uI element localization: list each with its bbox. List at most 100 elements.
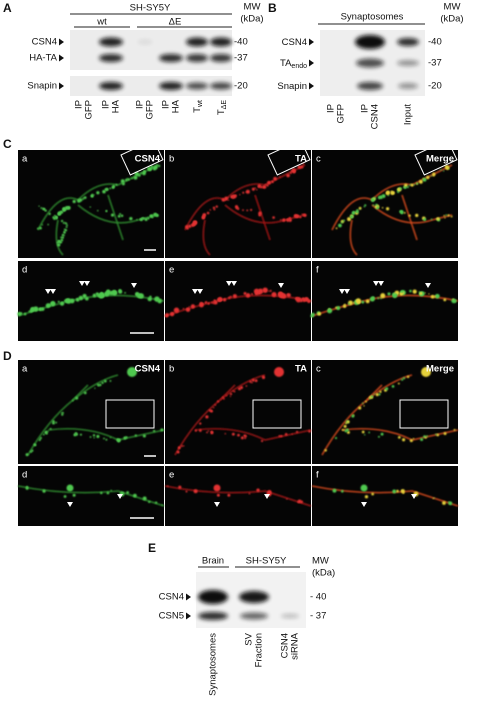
mw-label: MW — [244, 2, 261, 13]
puncta — [380, 432, 384, 436]
puncta — [301, 297, 305, 301]
mw-unit: (kDa) — [240, 14, 263, 25]
puncta — [292, 170, 296, 174]
row-label: CSN4 — [32, 37, 57, 48]
puncta — [119, 213, 122, 216]
arrowhead — [411, 494, 417, 499]
mw-marker: -37 — [428, 58, 442, 69]
puncta — [209, 209, 212, 211]
puncta — [435, 433, 437, 436]
puncta — [237, 207, 240, 210]
micrograph — [165, 261, 311, 341]
lane-label: Input — [403, 104, 414, 125]
puncta — [147, 296, 152, 302]
blot-band — [281, 614, 299, 618]
lane-label: GFP — [336, 104, 347, 124]
puncta — [332, 488, 337, 493]
lane-label: GFP — [145, 100, 156, 120]
puncta — [394, 292, 396, 295]
puncta — [202, 214, 206, 218]
blot-band — [159, 82, 183, 90]
puncta — [71, 399, 74, 402]
puncta — [346, 420, 350, 424]
puncta — [351, 414, 355, 418]
micrograph — [312, 150, 458, 258]
subpanel-letter: b — [169, 154, 174, 165]
puncta — [59, 301, 65, 306]
puncta — [79, 198, 83, 202]
puncta — [104, 293, 107, 296]
blot-band — [210, 54, 232, 62]
lane-label: TΔE — [216, 100, 229, 115]
puncta — [169, 311, 175, 317]
puncta — [217, 494, 220, 497]
puncta — [343, 219, 346, 222]
puncta — [142, 496, 147, 501]
puncta — [110, 213, 115, 217]
puncta — [135, 172, 139, 176]
puncta — [244, 435, 247, 438]
lane-label: IP — [360, 104, 371, 113]
puncta — [401, 490, 403, 492]
puncta — [351, 211, 356, 215]
puncta — [60, 210, 64, 214]
puncta — [228, 296, 231, 299]
arrowhead — [117, 494, 123, 499]
puncta — [107, 188, 109, 191]
puncta — [214, 404, 217, 406]
puncta — [194, 429, 197, 432]
puncta — [290, 169, 294, 173]
puncta — [448, 501, 450, 503]
puncta — [42, 433, 45, 436]
zoom-box — [267, 139, 311, 176]
puncta — [98, 383, 102, 387]
puncta — [285, 219, 288, 221]
puncta — [254, 187, 256, 189]
puncta — [317, 312, 322, 316]
puncta — [109, 290, 114, 296]
puncta — [379, 390, 382, 393]
puncta — [443, 298, 447, 302]
puncta — [269, 289, 272, 292]
mw-marker: - 37 — [310, 611, 326, 622]
puncta — [404, 186, 407, 189]
puncta — [60, 236, 63, 239]
puncta — [55, 421, 58, 424]
puncta — [391, 385, 395, 388]
puncta — [335, 227, 338, 230]
puncta — [385, 207, 390, 211]
puncta — [109, 380, 112, 382]
arrowhead — [344, 289, 350, 294]
puncta — [104, 188, 107, 191]
lane-label: HA — [171, 99, 182, 113]
blot-band — [198, 590, 228, 604]
arrowhead — [197, 289, 203, 294]
blot-band — [210, 37, 232, 47]
puncta — [230, 194, 234, 199]
mw-marker: -40 — [428, 37, 442, 48]
puncta — [372, 204, 375, 207]
puncta — [399, 292, 403, 296]
puncta — [93, 194, 95, 196]
puncta — [63, 230, 66, 233]
puncta — [34, 444, 37, 447]
puncta — [39, 438, 42, 441]
label-main: CSN4 — [282, 37, 307, 48]
puncta — [370, 395, 374, 398]
puncta — [126, 491, 130, 494]
sample-label: Synaptosomes — [341, 12, 404, 23]
puncta — [229, 392, 233, 396]
puncta — [103, 437, 105, 440]
label-main: T — [192, 107, 203, 113]
group-label: SH-SY5Y — [246, 556, 287, 567]
puncta — [135, 293, 139, 296]
puncta — [451, 298, 457, 304]
subpanel-letter: e — [169, 470, 174, 481]
puncta — [156, 164, 159, 166]
puncta — [227, 196, 230, 199]
puncta — [234, 205, 238, 209]
puncta — [400, 290, 404, 294]
puncta — [57, 213, 60, 216]
puncta — [267, 180, 271, 185]
neurite — [164, 485, 312, 507]
